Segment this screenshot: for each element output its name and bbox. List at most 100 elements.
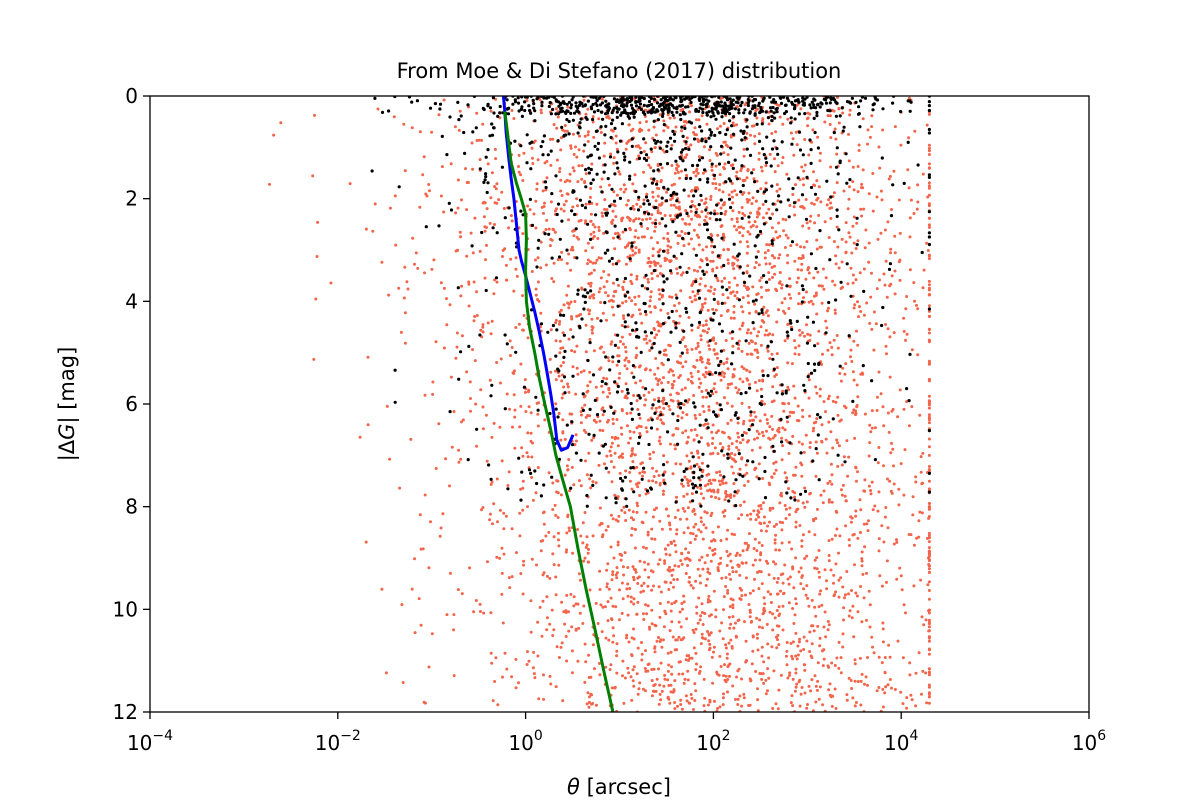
point: [645, 217, 649, 221]
point: [532, 650, 536, 654]
point: [490, 122, 494, 126]
point: [639, 222, 643, 226]
point: [688, 575, 691, 579]
point: [523, 378, 527, 382]
point: [865, 618, 868, 622]
point: [457, 448, 461, 452]
point: [441, 512, 445, 516]
point: [815, 247, 819, 251]
point: [757, 263, 761, 267]
point: [533, 109, 537, 113]
point: [536, 466, 540, 469]
point: [522, 151, 526, 155]
point: [728, 626, 732, 630]
point: [816, 624, 820, 628]
point: [750, 124, 754, 128]
point: [827, 394, 831, 398]
point: [835, 527, 839, 531]
point: [639, 462, 643, 466]
point: [657, 667, 660, 671]
point: [840, 237, 844, 241]
point: [927, 149, 931, 153]
point: [764, 678, 768, 682]
point: [807, 684, 811, 688]
point: [678, 610, 682, 614]
point: [703, 168, 707, 172]
point: [687, 580, 691, 584]
point: [760, 544, 764, 547]
point: [915, 303, 918, 307]
point: [459, 350, 463, 354]
point: [839, 671, 843, 675]
point: [518, 511, 522, 515]
point: [624, 519, 628, 522]
point: [597, 256, 601, 260]
point: [570, 649, 574, 653]
point: [633, 173, 637, 177]
point: [912, 543, 916, 547]
point: [763, 251, 767, 255]
point: [488, 134, 492, 138]
point: [927, 173, 932, 177]
point: [693, 204, 697, 208]
point: [510, 346, 514, 349]
point: [836, 245, 840, 249]
point: [594, 703, 598, 707]
point: [687, 242, 691, 246]
point: [684, 119, 687, 123]
point: [703, 484, 707, 488]
point: [917, 651, 921, 655]
point: [781, 389, 785, 393]
point: [746, 328, 750, 332]
point: [824, 276, 828, 280]
point: [588, 477, 592, 481]
point: [790, 410, 794, 414]
point: [314, 297, 318, 301]
point: [598, 588, 602, 591]
point: [826, 114, 830, 118]
point: [886, 477, 889, 481]
point: [765, 418, 769, 422]
point: [709, 133, 713, 137]
point: [777, 308, 780, 312]
point: [663, 559, 667, 563]
point: [489, 512, 492, 516]
point: [797, 353, 801, 356]
point: [586, 691, 590, 695]
point: [590, 246, 594, 250]
point: [586, 358, 590, 363]
point: [473, 315, 477, 318]
point: [650, 527, 654, 531]
point: [681, 159, 685, 163]
point: [514, 686, 518, 690]
point: [448, 303, 452, 307]
point: [620, 122, 625, 126]
point: [718, 654, 722, 658]
point: [660, 217, 664, 221]
point: [828, 114, 832, 118]
point: [622, 151, 626, 155]
point: [834, 590, 838, 594]
point: [711, 451, 715, 455]
point: [728, 119, 732, 123]
point: [787, 540, 791, 544]
point: [456, 588, 460, 592]
point: [666, 678, 670, 682]
point: [833, 664, 837, 667]
point: [594, 213, 598, 217]
point: [456, 248, 460, 252]
point: [543, 232, 547, 236]
point: [766, 349, 770, 353]
point: [562, 203, 566, 207]
point: [797, 130, 802, 134]
point: [668, 214, 672, 218]
point: [697, 465, 701, 469]
point: [812, 519, 816, 523]
point: [669, 609, 673, 613]
point: [647, 418, 650, 422]
point: [683, 97, 687, 101]
point: [801, 533, 805, 537]
point: [687, 316, 691, 319]
point: [808, 491, 812, 495]
point: [721, 696, 725, 700]
